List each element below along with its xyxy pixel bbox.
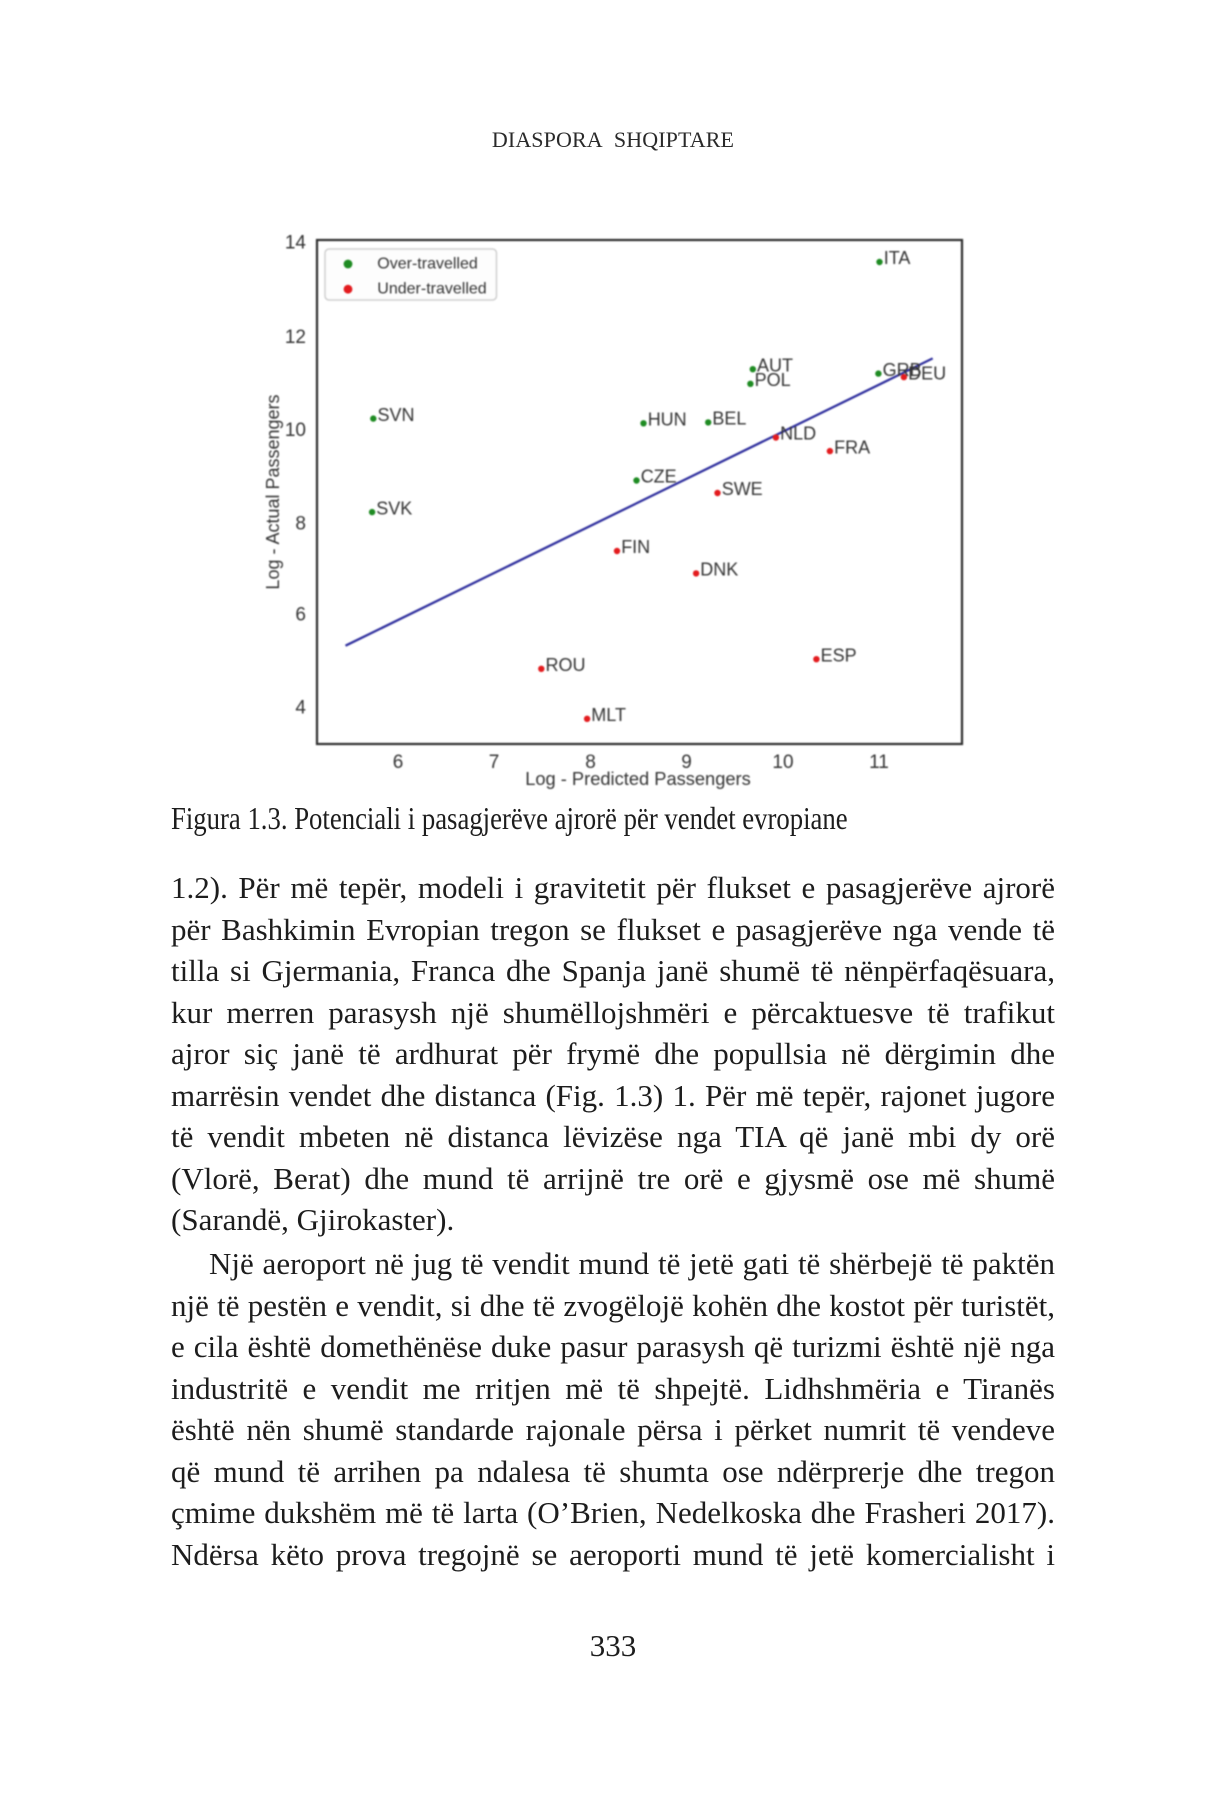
svg-text:ESP: ESP [821,645,857,665]
svg-text:BEL: BEL [712,409,746,429]
svg-text:12: 12 [285,327,306,348]
svg-text:ITA: ITA [884,248,911,268]
svg-text:14: 14 [285,233,307,254]
svg-text:FIN: FIN [621,537,650,557]
svg-text:11: 11 [869,752,889,773]
svg-text:AUT: AUT [757,355,793,375]
svg-text:10: 10 [285,420,306,441]
svg-text:CZE: CZE [641,467,677,487]
svg-text:MLT: MLT [591,705,626,725]
svg-text:NLD: NLD [780,424,816,444]
svg-text:ROU: ROU [546,655,586,675]
svg-text:GRB: GRB [883,360,922,380]
svg-text:SWE: SWE [722,479,763,499]
svg-text:Over-travelled: Over-travelled [377,255,477,272]
svg-text:Log - Predicted Passengers: Log - Predicted Passengers [525,768,751,789]
svg-text:10: 10 [772,752,793,773]
svg-text:SVN: SVN [378,405,415,425]
svg-text:6: 6 [393,752,404,773]
svg-text:DEU: DEU [908,363,946,383]
svg-text:7: 7 [489,752,500,773]
svg-text:Under-travelled: Under-travelled [377,281,486,298]
svg-text:HUN: HUN [648,410,687,430]
svg-text:FRA: FRA [834,437,870,457]
svg-text:8: 8 [585,752,596,773]
svg-text:DNK: DNK [700,560,738,580]
svg-text:SVK: SVK [376,498,412,518]
svg-text:POL: POL [755,370,791,390]
svg-text:Log - Actual Passengers: Log - Actual Passengers [263,394,283,589]
svg-text:4: 4 [295,698,306,719]
svg-text:6: 6 [295,605,306,626]
svg-text:9: 9 [681,752,692,773]
svg-text:8: 8 [295,514,306,535]
